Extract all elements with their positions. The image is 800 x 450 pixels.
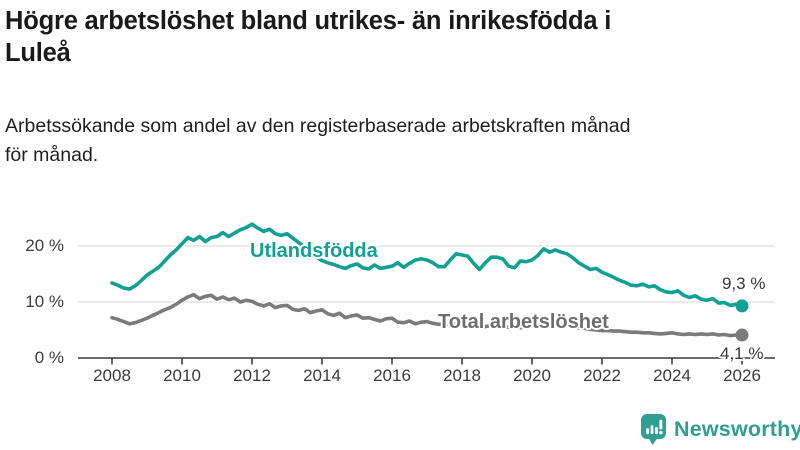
x-axis-tick-label-2010: 2010 [163, 366, 201, 385]
page-title-line2: Luleå [5, 39, 71, 67]
y-axis-tick-label-10: 10 % [25, 292, 64, 311]
x-axis-tick-label-2018: 2018 [443, 366, 481, 385]
page-title-line1: Högre arbetslöshet bland utrikes- än inr… [5, 7, 612, 35]
brand-name: Newsworthy [674, 417, 800, 441]
end-value-label-total-arbetsloshet: 4,1 % [720, 344, 764, 363]
y-axis-tick-label-20: 20 % [25, 236, 64, 255]
x-axis-tick-label-2012: 2012 [233, 366, 271, 385]
newsworthy-logo-icon [641, 414, 666, 445]
series-line-utlandsf-dda [110, 222, 744, 308]
x-axis-tick-label-2016: 2016 [373, 366, 411, 385]
series-label-utlandsfodda: Utlandsfödda [250, 240, 378, 262]
x-axis-tick-label-2022: 2022 [583, 366, 621, 385]
chart-subtitle-line2: för månad. [5, 144, 99, 166]
series-end-dot-total-arbetsl-shet [735, 328, 749, 342]
x-axis-tick-label-2026: 2026 [723, 366, 761, 385]
x-axis-tick-label-2008: 2008 [93, 366, 131, 385]
series-label-total-arbetsloshet: Total arbetslöshet [438, 311, 609, 333]
x-axis-tick-label-2020: 2020 [513, 366, 551, 385]
series-line-total-arbetsl-shet [110, 292, 744, 338]
newsworthy-logo[interactable]: Newsworthy [640, 413, 800, 446]
end-value-label-utlandsfodda: 9,3 % [722, 274, 766, 293]
series-halo-total-arbetsl-shet [109, 291, 745, 339]
series-end-dot-utlandsf-dda [735, 299, 749, 313]
y-axis-tick-label-0: 0 % [34, 348, 64, 367]
chart-subtitle-line1: Arbetssökande som andel av den registerb… [5, 115, 631, 137]
x-axis-tick-label-2014: 2014 [303, 366, 341, 385]
chart-subtitle: Arbetssökande som andel av den registerb… [5, 112, 795, 170]
page-title: Högre arbetslöshet bland utrikes- än inr… [5, 5, 795, 69]
x-axis-tick-label-2024: 2024 [653, 366, 691, 385]
